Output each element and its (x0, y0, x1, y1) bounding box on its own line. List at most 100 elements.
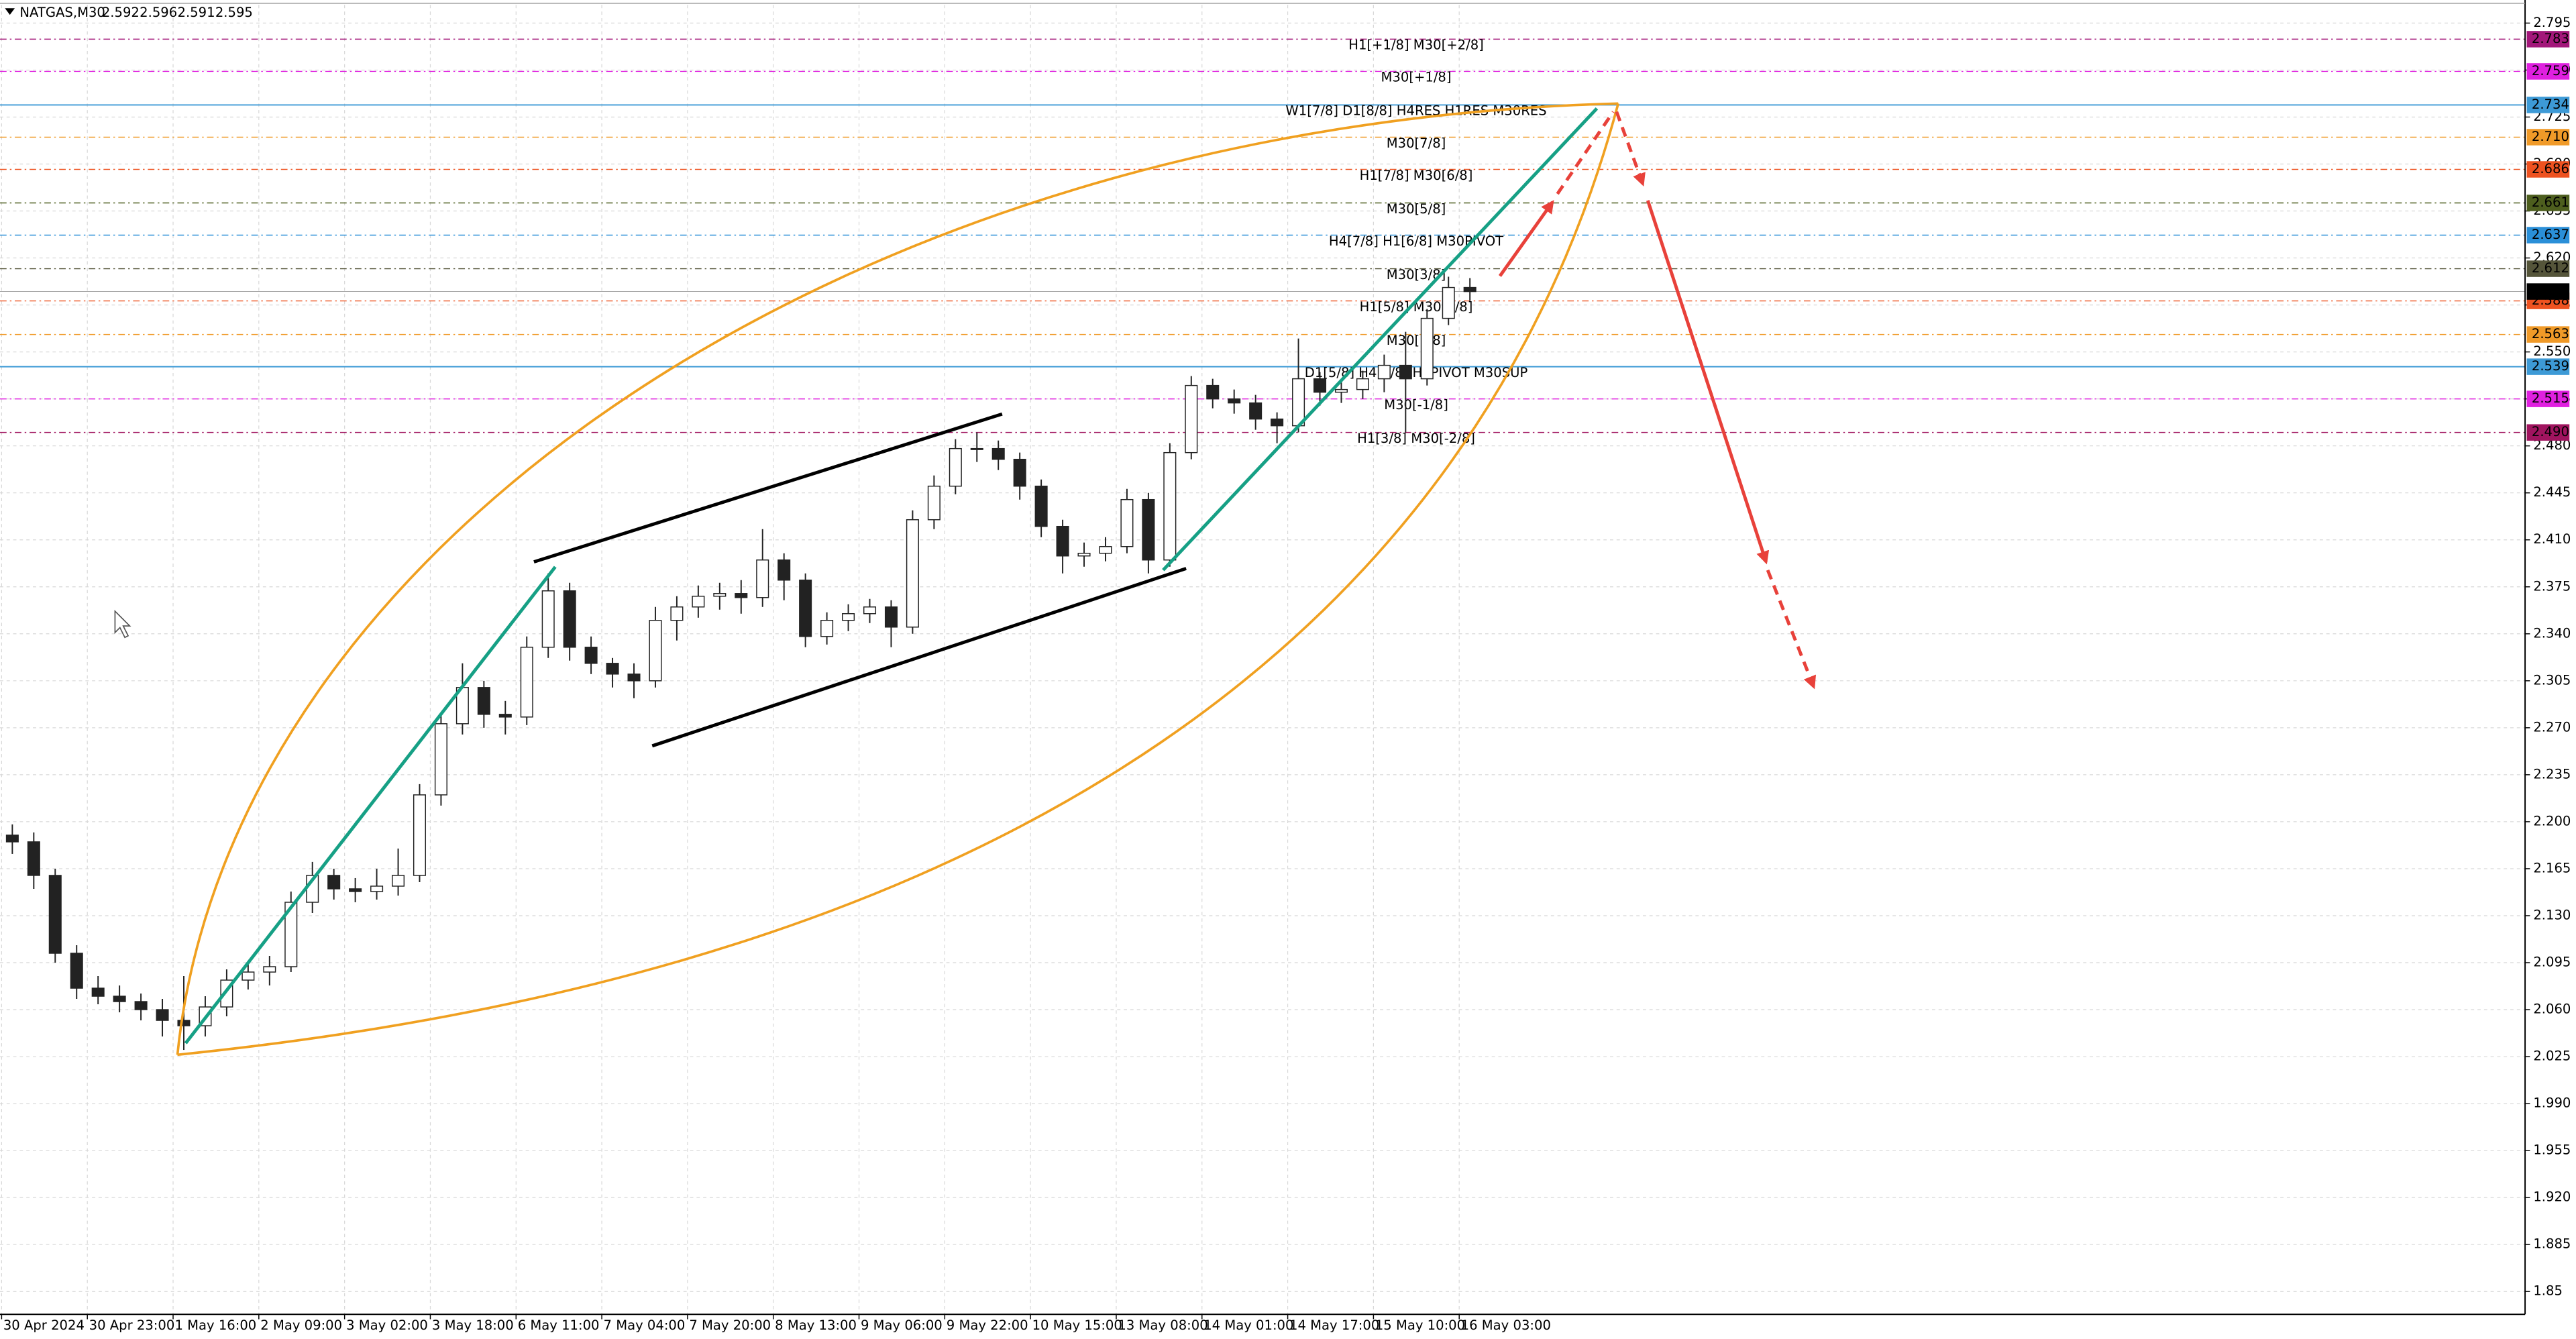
x-tick-label: 1 May 16:00 (174, 1318, 256, 1333)
candle-body (1313, 378, 1327, 393)
candle-body (1292, 378, 1305, 427)
y-tick-label: 2.095 (2533, 954, 2571, 969)
price-box (2526, 260, 2570, 277)
level-label: M30[+1/8] (1381, 70, 1452, 85)
ohlc-low: 2.591 (177, 5, 215, 20)
candle-body (1334, 388, 1348, 393)
candle-body (91, 987, 105, 997)
price-box-label: 2.661 (2532, 195, 2569, 210)
level-label: H1[7/8] M30[6/8] (1360, 168, 1473, 183)
candle-body (477, 687, 490, 715)
x-tick-label: 6 May 11:00 (518, 1318, 600, 1333)
y-tick-label: 1.990 (2533, 1095, 2571, 1111)
candle-body (606, 663, 619, 675)
arc-lower (177, 103, 1620, 1057)
level-label: M30[5/8] (1387, 201, 1446, 217)
x-tick-label: 3 May 02:00 (346, 1318, 428, 1333)
candle-body (48, 875, 62, 954)
level-label: H4[7/8] H1[6/8] M30PIVOT (1329, 233, 1504, 249)
channel-line (651, 567, 1187, 748)
candle-body (756, 559, 769, 598)
candle-body (1249, 402, 1263, 420)
level-label: H1[+1/8] M30[+2/8] (1348, 38, 1484, 53)
y-tick-label: 1.885 (2533, 1236, 2571, 1252)
candle-body (520, 647, 533, 718)
y-tick-label: 2.375 (2533, 578, 2571, 594)
candle-body (5, 835, 19, 843)
candle-body (884, 606, 898, 628)
price-box (2526, 424, 2570, 441)
y-tick-label: 2.410 (2533, 531, 2571, 547)
candle-body (799, 580, 812, 637)
price-box-label: 2.563 (2532, 326, 2569, 341)
price-box (2526, 195, 2570, 211)
candle-body (70, 953, 83, 989)
candle-body (863, 606, 877, 614)
x-tick-label: 30 Apr 23:00 (89, 1318, 175, 1333)
y-tick-label: 2.795 (2533, 15, 2571, 30)
candle-body (370, 886, 384, 892)
x-tick-label: 14 May 17:00 (1289, 1318, 1379, 1333)
y-tick-label: 2.200 (2533, 813, 2571, 828)
candle-body (156, 1009, 169, 1021)
candle-body (692, 596, 705, 608)
price-box-label: 2.490 (2532, 424, 2569, 439)
levels: H1[+1/8] M30[+2/8] M30[+1/8] W1[7/8] D1[8/… (0, 38, 2526, 446)
candle-body (1034, 485, 1048, 527)
price-box (2526, 390, 2570, 407)
candle-body (1056, 525, 1069, 557)
level-label: M30[-1/8] (1384, 397, 1448, 413)
candle-body (327, 875, 341, 890)
menu-triangle (5, 8, 15, 15)
candle-body (1377, 364, 1391, 380)
price-box-label: 2.515 (2532, 390, 2569, 406)
price-box (2526, 161, 2570, 178)
y-tick-label: 2.130 (2533, 907, 2571, 922)
x-tick-label: 8 May 13:00 (775, 1318, 857, 1333)
candles (5, 276, 1477, 1051)
candle-body (1206, 384, 1220, 400)
y-tick-label: 2.060 (2533, 1002, 2571, 1017)
candle-body (842, 613, 855, 621)
candle-body (1420, 317, 1434, 380)
price-box-label: 2.637 (2532, 227, 2569, 242)
candle-body (1077, 553, 1091, 557)
x-tick-label: 13 May 08:00 (1118, 1318, 1208, 1333)
cursor (114, 609, 131, 639)
candle-body (177, 1020, 191, 1026)
candle-body (263, 966, 276, 973)
y-tick-label: 2.480 (2533, 437, 2571, 453)
level-label: M30[3/8] (1387, 267, 1446, 282)
x-tick-label: 2 May 09:00 (260, 1318, 342, 1333)
candle-body (584, 647, 598, 664)
candle-body (1099, 545, 1112, 554)
candle-body (906, 519, 919, 628)
y-tick-label: 2.025 (2533, 1049, 2571, 1064)
candle-body (541, 590, 555, 648)
candle-body (627, 674, 641, 682)
candle-body (241, 971, 255, 981)
price-box-label: 2.539 (2532, 358, 2569, 374)
forecast-arrow (1498, 200, 1554, 277)
candle-body (713, 593, 727, 597)
candle-body (284, 902, 298, 967)
trend-line (184, 566, 557, 1045)
candle-body (1142, 498, 1155, 561)
x-tick-label: 10 May 15:00 (1032, 1318, 1122, 1333)
level-label: M30[1/8] (1387, 333, 1446, 348)
candle-body (563, 590, 576, 648)
ohlc-close: 2.595 (215, 5, 253, 20)
candle-body (1185, 384, 1198, 453)
price-box-label: 2.710 (2532, 129, 2569, 144)
level-label: H1[3/8] M30[-2/8] (1357, 431, 1475, 446)
y-tick-label: 2.235 (2533, 766, 2571, 782)
forecast-arrow (1646, 200, 1770, 565)
channel-line (533, 412, 1003, 564)
candle-body (670, 606, 684, 621)
price-box (2526, 227, 2570, 244)
x-tick-label: 7 May 20:00 (689, 1318, 771, 1333)
forecast-arrow (1556, 111, 1615, 195)
ohlc-high: 2.596 (140, 5, 177, 20)
candle-body (1163, 451, 1177, 561)
price-box (2526, 97, 2570, 113)
